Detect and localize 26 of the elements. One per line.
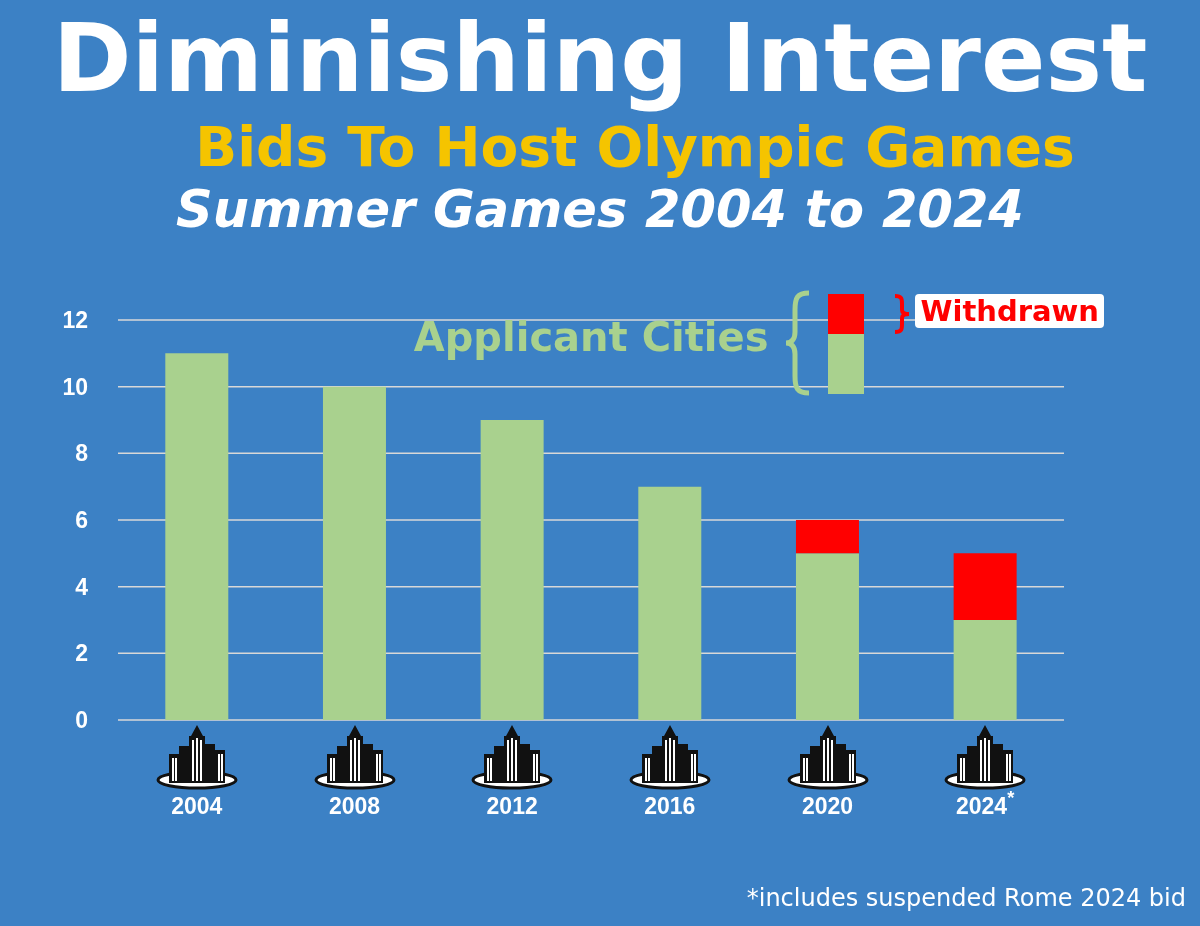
bar	[795, 520, 859, 554]
bar	[638, 486, 702, 720]
y-tick-label: 6	[75, 507, 88, 533]
x-tick-label: 2016	[644, 793, 696, 819]
x-tick-label: 2020	[801, 793, 854, 819]
y-tick-label: 2	[75, 640, 88, 667]
chart-subtitle: Bids To Host Olympic Games Summer Games 2004 to 2024	[175, 115, 1076, 241]
x-tick-label: 2004	[171, 793, 223, 819]
legend-label: Withdrawn	[915, 294, 1104, 328]
bar	[953, 553, 1017, 620]
x-tick-label: 2012	[486, 793, 538, 819]
y-tick-label: 12	[62, 307, 88, 333]
bar	[795, 553, 859, 720]
bar	[953, 620, 1017, 720]
x-tick-label: 2008	[328, 793, 381, 819]
y-tick-label: 4	[75, 573, 89, 600]
y-tick-label: 8	[75, 440, 89, 467]
bar	[165, 353, 229, 720]
bar	[480, 420, 544, 720]
bar	[322, 386, 386, 720]
x-tick-label: 2024$^{*}$	[955, 786, 1016, 819]
series-label: Applicant Cities	[413, 314, 769, 360]
chart-title: Diminishing Interest	[51, 2, 1149, 115]
text: *includes suspended Rome 2024 bid	[746, 884, 1186, 912]
y-tick-label: 0	[75, 707, 88, 733]
y-tick-label: 10	[62, 373, 88, 400]
